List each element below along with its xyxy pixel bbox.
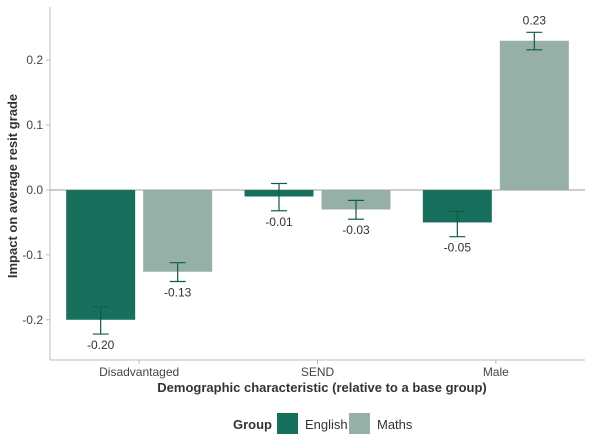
error-bar xyxy=(449,210,466,238)
x-axis-title: Demographic characteristic (relative to … xyxy=(157,380,486,395)
y-tick-label: -0.1 xyxy=(22,248,43,262)
y-tick-label: 0.1 xyxy=(26,118,43,132)
error-bar xyxy=(348,199,364,220)
bar-english-disadvantaged xyxy=(66,189,136,320)
y-axis-ticks: -0.2 -0.1 0.0 0.1 0.2 xyxy=(22,53,50,327)
legend-label-english: English xyxy=(305,417,348,432)
y-tick-label: 0.0 xyxy=(26,183,43,197)
plot-area: -0.20 -0.13 -0.01 -0.03 -0.05 0.23 xyxy=(49,7,585,361)
bar-maths-male xyxy=(499,40,569,190)
legend-swatch-english xyxy=(277,413,298,434)
error-bar xyxy=(271,182,287,212)
data-label: -0.20 xyxy=(87,338,115,352)
legend-title: Group xyxy=(233,417,272,432)
data-label: -0.03 xyxy=(342,223,370,237)
x-tick-label: Disadvantaged xyxy=(99,365,179,379)
legend: Group English Maths xyxy=(233,413,413,434)
bar-maths-send xyxy=(321,189,391,210)
legend-swatch-maths xyxy=(349,413,370,434)
data-label: 0.23 xyxy=(523,13,547,27)
y-tick-label: 0.2 xyxy=(26,53,43,67)
error-bar xyxy=(169,262,186,283)
error-bar xyxy=(92,306,109,335)
data-label: -0.13 xyxy=(164,285,192,299)
x-axis-ticks: Disadvantaged SEND Male xyxy=(99,360,509,379)
y-axis-title: Impact on average resit grade xyxy=(5,94,20,278)
error-bar xyxy=(526,31,543,51)
x-tick-label: SEND xyxy=(301,365,335,379)
bar-maths-disadvantaged xyxy=(143,189,213,272)
legend-label-maths: Maths xyxy=(377,417,413,432)
x-tick-label: Male xyxy=(483,365,509,379)
data-label: -0.01 xyxy=(265,215,293,229)
data-label: -0.05 xyxy=(444,241,472,255)
y-tick-label: -0.2 xyxy=(22,313,43,327)
